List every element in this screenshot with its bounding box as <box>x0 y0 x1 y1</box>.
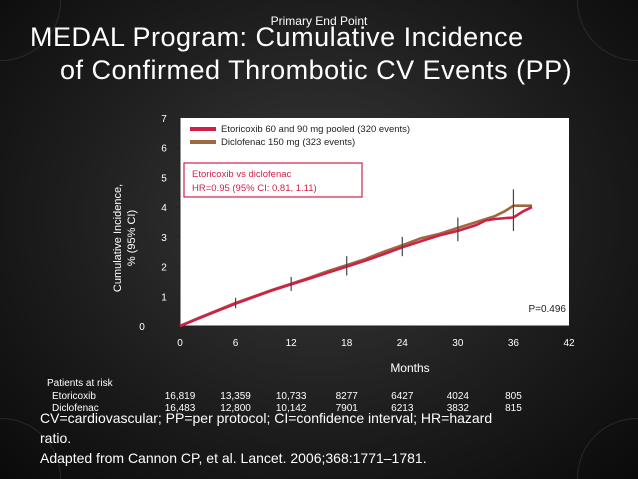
footnote-line-3: Adapted from Cannon CP, et al. Lancet. 2… <box>40 450 427 466</box>
x-tick-label: 18 <box>341 338 353 349</box>
risk-value: 3832 <box>446 403 469 414</box>
y-tick-label: 4 <box>161 203 167 214</box>
risk-value: 815 <box>505 403 522 414</box>
risk-row-label: Etoricoxib <box>52 391 96 402</box>
risk-value: 10,142 <box>275 403 307 414</box>
slide-title-line-2: of Confirmed Thrombotic CV Events (PP) <box>60 55 573 85</box>
y-tick-label: 3 <box>161 233 167 244</box>
y-tick-label: 7 <box>161 114 167 125</box>
hr-annotation-box: Etoricoxib vs diclofenac HR=0.95 (95% CI… <box>183 162 363 198</box>
risk-value: 6427 <box>391 391 414 402</box>
x-tick-label: 12 <box>286 338 298 349</box>
y-tick-label: 5 <box>161 173 167 184</box>
hr-annotation-line-2: HR=0.95 (95% CI: 0.81, 1.11) <box>192 183 317 194</box>
x-tick-label: 36 <box>508 338 520 349</box>
hr-annotation-frame <box>183 162 363 198</box>
risk-value: 12,800 <box>220 403 251 414</box>
hr-annotation-line-1: Etoricoxib vs diclofenac <box>192 169 292 180</box>
risk-row-label: Diclofenac <box>52 403 99 414</box>
y-axis-label-line-1: Cumulative Incidence, <box>112 184 124 292</box>
legend-label-etoricoxib: Etoricoxib 60 and 90 mg pooled (320 even… <box>221 124 410 135</box>
risk-table-row: Diclofenac 16,483 12,800 10,142 7901 6213 3832… <box>0 403 638 415</box>
risk-value: 16,819 <box>164 391 196 402</box>
footnote: CV=cardiovascular; PP=per protocol; CI=c… <box>40 408 492 468</box>
risk-value: 16,483 <box>164 403 196 414</box>
x-tick-label: 6 <box>233 338 239 349</box>
risk-value: 10,733 <box>275 391 307 402</box>
y-tick-label: 0 <box>139 322 145 333</box>
series-lines <box>179 204 533 328</box>
x-tick-label: 30 <box>452 338 464 349</box>
risk-value: 805 <box>505 391 522 402</box>
legend: Etoricoxib 60 and 90 mg pooled (320 even… <box>190 124 410 148</box>
risk-value: 7901 <box>335 403 358 414</box>
x-axis-label: Months <box>390 361 429 375</box>
footnote-line-1: CV=cardiovascular; PP=per protocol; CI=c… <box>40 410 493 426</box>
p-value: P=0.496 <box>528 304 566 315</box>
x-tick-label: 42 <box>563 338 575 349</box>
y-tick-label: 6 <box>161 144 167 155</box>
legend-label-diclofenac: Diclofenac 150 mg (323 events) <box>221 137 355 148</box>
error-bars <box>234 189 515 309</box>
x-tick-label: 0 <box>177 338 183 349</box>
plot-area <box>180 118 569 326</box>
y-axis-label-line-2: % (95% CI) <box>126 210 138 266</box>
risk-table-title: Patients at risk <box>47 378 113 389</box>
risk-value: 6213 <box>391 403 414 414</box>
risk-value: 8277 <box>335 391 358 402</box>
x-tick-label: 24 <box>397 338 409 349</box>
risk-value: 4024 <box>446 391 469 402</box>
risk-value: 13,359 <box>220 391 251 402</box>
risk-table-row: Etoricoxib 16,819 13,359 10,733 8277 6427 4024… <box>0 391 638 403</box>
footnote-line-2: ratio. <box>40 430 72 446</box>
slide-subtitle: Primary End Point <box>270 14 368 28</box>
slide-title-line-1: MEDAL Program: Cumulative Incidence <box>30 22 524 52</box>
y-tick-label: 2 <box>161 263 167 274</box>
series-line-etoricoxib <box>179 205 533 328</box>
y-tick-label: 1 <box>161 292 167 303</box>
